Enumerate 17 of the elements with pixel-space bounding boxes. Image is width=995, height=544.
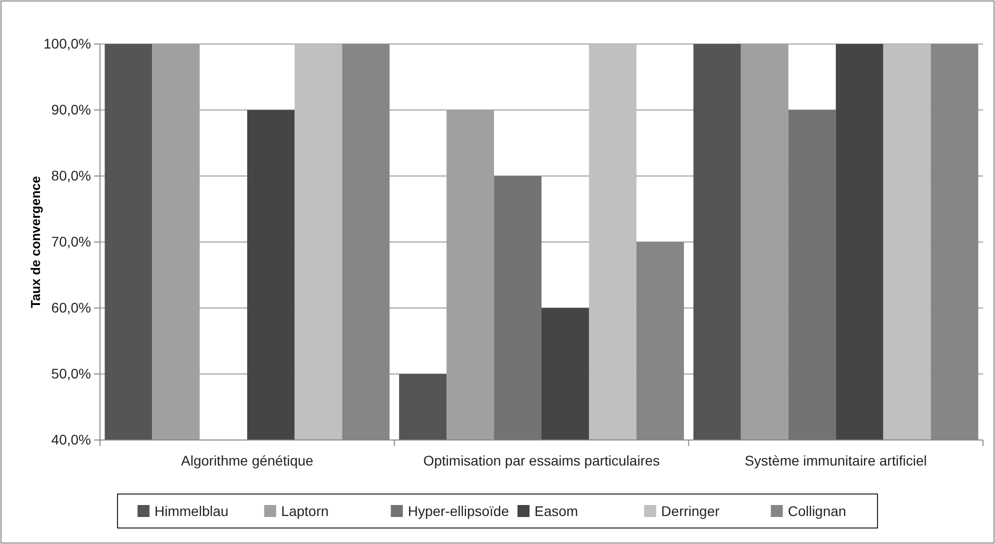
y-tick-label: 60,0% [51,299,91,316]
legend-label: Easom [534,502,578,519]
x-tick-label: Optimisation par essaims particulaires [423,452,660,468]
legend-label: Laptorn [281,502,329,519]
y-tick-label: 50,0% [51,365,91,382]
legend-label: Collignan [788,502,846,519]
legend-label: Himmelblau [154,502,228,519]
x-tick-label: Algorithme génétique [181,452,314,468]
legend-label: Hyper-ellipsoïde [408,502,510,519]
y-tick-label: 70,0% [51,233,91,250]
y-tick-label: 90,0% [51,101,91,118]
y-tick-label: 40,0% [51,431,91,448]
y-tick-label: 80,0% [51,167,91,184]
legend-label: Derringer [661,502,720,519]
x-tick-label: Système immunitaire artificiel [744,452,927,468]
y-tick-label: 100,0% [44,35,91,52]
y-axis-title: Taux de convergence [28,176,43,308]
